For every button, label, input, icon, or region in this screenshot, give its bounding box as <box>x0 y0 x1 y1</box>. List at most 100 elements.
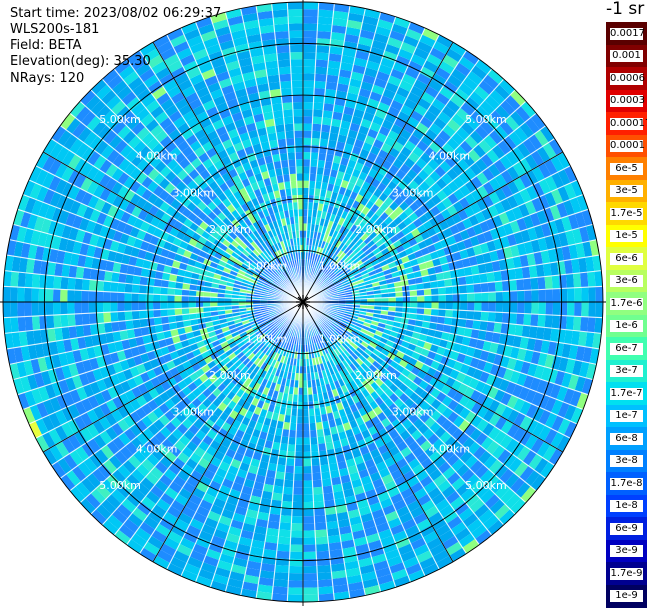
data-cell <box>287 444 295 452</box>
data-cell <box>10 302 18 317</box>
data-cell <box>467 302 474 311</box>
data-cell <box>313 109 323 117</box>
data-cell <box>303 587 318 595</box>
data-cell <box>515 267 524 279</box>
data-cell <box>288 580 303 588</box>
data-cell <box>182 296 189 302</box>
data-cell <box>303 480 313 487</box>
data-cell <box>317 572 332 580</box>
data-cell <box>291 516 303 523</box>
data-cell <box>315 74 327 82</box>
data-cell <box>313 494 324 502</box>
data-cell <box>303 445 311 452</box>
data-cell <box>303 66 315 73</box>
data-cell <box>104 322 112 333</box>
data-cell <box>310 444 318 452</box>
data-cell <box>273 485 284 493</box>
data-cell <box>11 271 19 287</box>
data-cell <box>493 322 501 333</box>
data-cell <box>303 131 312 138</box>
data-cell <box>517 302 524 314</box>
data-cell <box>278 67 291 75</box>
data-cell <box>17 287 25 302</box>
data-cell <box>314 88 326 96</box>
data-cell <box>139 285 147 294</box>
data-cell <box>452 310 460 319</box>
data-cell <box>595 286 603 302</box>
data-cell <box>89 313 97 325</box>
data-cell <box>303 23 318 31</box>
data-cell <box>297 409 303 416</box>
data-cell <box>18 317 26 332</box>
data-cell <box>111 321 119 332</box>
data-cell <box>295 445 303 452</box>
data-cell <box>311 138 320 146</box>
data-cell <box>110 312 118 322</box>
data-cell <box>124 302 131 311</box>
data-cell <box>323 492 334 500</box>
data-cell <box>282 102 293 110</box>
data-cell <box>18 272 26 287</box>
data-cell <box>294 473 303 480</box>
data-cell <box>587 271 595 287</box>
data-cell <box>453 302 460 310</box>
data-cell <box>103 302 110 312</box>
data-cell <box>445 309 453 317</box>
data-cell <box>118 283 126 293</box>
data-cell <box>311 145 320 153</box>
data-cell <box>32 288 40 302</box>
data-cell <box>581 287 589 302</box>
data-cell <box>303 88 314 95</box>
data-cell <box>290 537 303 544</box>
data-cell <box>322 110 333 118</box>
data-cell <box>125 283 133 293</box>
data-cell <box>146 294 153 302</box>
data-cell <box>303 116 313 123</box>
data-cell <box>303 552 316 559</box>
data-cell <box>325 514 337 523</box>
data-cell <box>82 279 90 291</box>
data-cell <box>96 302 103 313</box>
data-cell <box>488 292 495 302</box>
data-cell <box>3 302 11 318</box>
data-cell <box>110 292 117 302</box>
data-cell <box>32 316 40 331</box>
data-cell <box>275 565 290 573</box>
data-cell <box>325 82 337 91</box>
data-cell <box>315 522 327 530</box>
data-cell <box>117 292 124 302</box>
data-cell <box>125 274 133 284</box>
data-cell <box>545 315 553 328</box>
data-cell <box>573 316 581 331</box>
data-cell <box>316 544 329 552</box>
data-cell <box>318 579 333 587</box>
data-cell <box>315 67 328 75</box>
data-cell <box>275 31 290 39</box>
data-cell <box>24 287 32 302</box>
data-cell <box>439 302 446 309</box>
data-cell <box>82 290 89 302</box>
data-cell <box>285 465 294 473</box>
data-cell <box>273 17 288 25</box>
data-cell <box>322 117 332 125</box>
data-cell <box>581 302 589 317</box>
data-cell <box>303 459 312 466</box>
data-cell <box>303 523 315 530</box>
data-cell <box>303 594 319 602</box>
data-cell <box>110 302 117 312</box>
data-cell <box>523 278 531 290</box>
data-cell <box>103 292 110 302</box>
data-cell <box>510 291 517 302</box>
data-cell <box>479 273 487 283</box>
data-cell <box>60 289 67 302</box>
data-cell <box>17 302 25 317</box>
data-cell <box>314 508 326 516</box>
data-cell <box>321 471 331 479</box>
data-cell <box>317 24 332 32</box>
data-cell <box>474 293 481 302</box>
data-cell <box>53 276 61 289</box>
data-cell <box>314 515 326 523</box>
data-cell <box>286 138 295 146</box>
data-cell <box>275 471 285 479</box>
data-cell <box>310 152 318 160</box>
